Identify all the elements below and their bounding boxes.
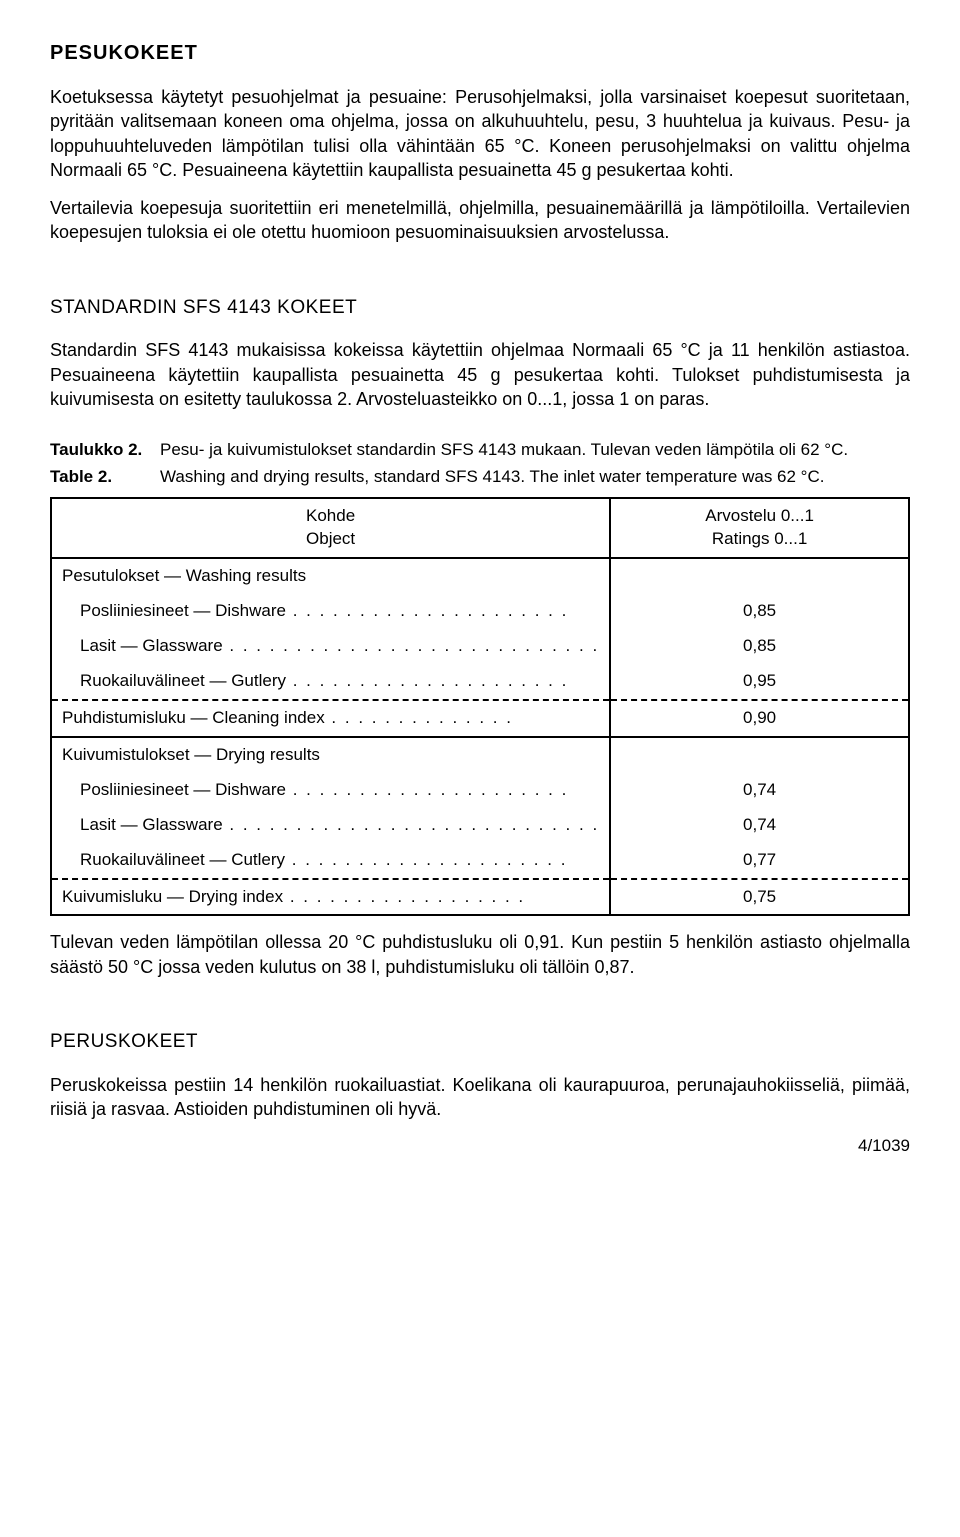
section2-title: STANDARDIN SFS 4143 KOKEET [50, 295, 910, 321]
table2-caption-fi-label: Taulukko 2. [50, 439, 160, 462]
dots: . . . . . . . . . . . . . . . . . . . . … [286, 601, 568, 620]
dots: . . . . . . . . . . . . . . . . . . . . … [223, 815, 600, 834]
table2-g1-r2-val: 0,85 [610, 629, 909, 664]
table2-g2-r3-label: Ruokailuvälineet — Cutlery [80, 850, 285, 869]
table2-hdr-left2: Object [306, 529, 355, 548]
dots: . . . . . . . . . . . . . . . . . . [283, 887, 525, 906]
table2-g2-title: Kuivumistulokset — Drying results [51, 737, 610, 773]
dots: . . . . . . . . . . . . . . . . . . . . … [285, 850, 567, 869]
dots: . . . . . . . . . . . . . . [325, 708, 513, 727]
section4-title: PERUSKOKEET [50, 1029, 910, 1055]
table2-g2-idx-label: Kuivumisluku — Drying index [62, 887, 283, 906]
table2-hdr-right2: Ratings 0...1 [712, 529, 807, 548]
section1-title: PESUKOKEET [50, 40, 910, 67]
table2: Kohde Object Arvostelu 0...1 Ratings 0..… [50, 497, 910, 916]
table2-g1-idx-val: 0,90 [610, 700, 909, 737]
section3-p1: Tulevan veden lämpötilan ollessa 20 °C p… [50, 930, 910, 979]
table2-caption-fi: Taulukko 2. Pesu- ja kuivumistulokset st… [50, 439, 910, 462]
table2-hdr-left1: Kohde [306, 506, 355, 525]
dots: . . . . . . . . . . . . . . . . . . . . … [286, 671, 568, 690]
section2-p1: Standardin SFS 4143 mukaisissa kokeissa … [50, 338, 910, 411]
section1-p2: Vertailevia koepesuja suoritettiin eri m… [50, 196, 910, 245]
table2-hdr-right1: Arvostelu 0...1 [705, 506, 814, 525]
table2-g2-r1-label: Posliiniesineet — Dishware [80, 780, 286, 799]
table2-g2-r1-val: 0,74 [610, 773, 909, 808]
section4-p1: Peruskokeissa pestiin 14 henkilön ruokai… [50, 1073, 910, 1122]
section1-p1: Koetuksessa käytetyt pesuohjelmat ja pes… [50, 85, 910, 182]
page-footer: 4/1039 [50, 1135, 910, 1158]
table2-g2-r2-label: Lasit — Glassware [80, 815, 223, 834]
table2-g1-r2-label: Lasit — Glassware [80, 636, 223, 655]
table2-g1-r1-label: Posliiniesineet — Dishware [80, 601, 286, 620]
table2-g1-r1-val: 0,85 [610, 594, 909, 629]
table2-g1-r3-val: 0,95 [610, 664, 909, 700]
table2-g2-r2-val: 0,74 [610, 808, 909, 843]
table2-g1-idx-label: Puhdistumisluku — Cleaning index [62, 708, 325, 727]
table2-g2-idx-val: 0,75 [610, 879, 909, 916]
table2-caption-fi-text: Pesu- ja kuivumistulokset standardin SFS… [160, 439, 910, 462]
table2-caption-en: Table 2. Washing and drying results, sta… [50, 466, 910, 489]
table2-caption-en-text: Washing and drying results, standard SFS… [160, 466, 910, 489]
table2-g2-r3-val: 0,77 [610, 843, 909, 879]
dots: . . . . . . . . . . . . . . . . . . . . … [223, 636, 600, 655]
table2-caption-en-label: Table 2. [50, 466, 160, 489]
dots: . . . . . . . . . . . . . . . . . . . . … [286, 780, 568, 799]
table2-g1-title: Pesutulokset — Washing results [51, 558, 610, 594]
table2-g1-r3-label: Ruokailuvälineet — Gutlery [80, 671, 286, 690]
